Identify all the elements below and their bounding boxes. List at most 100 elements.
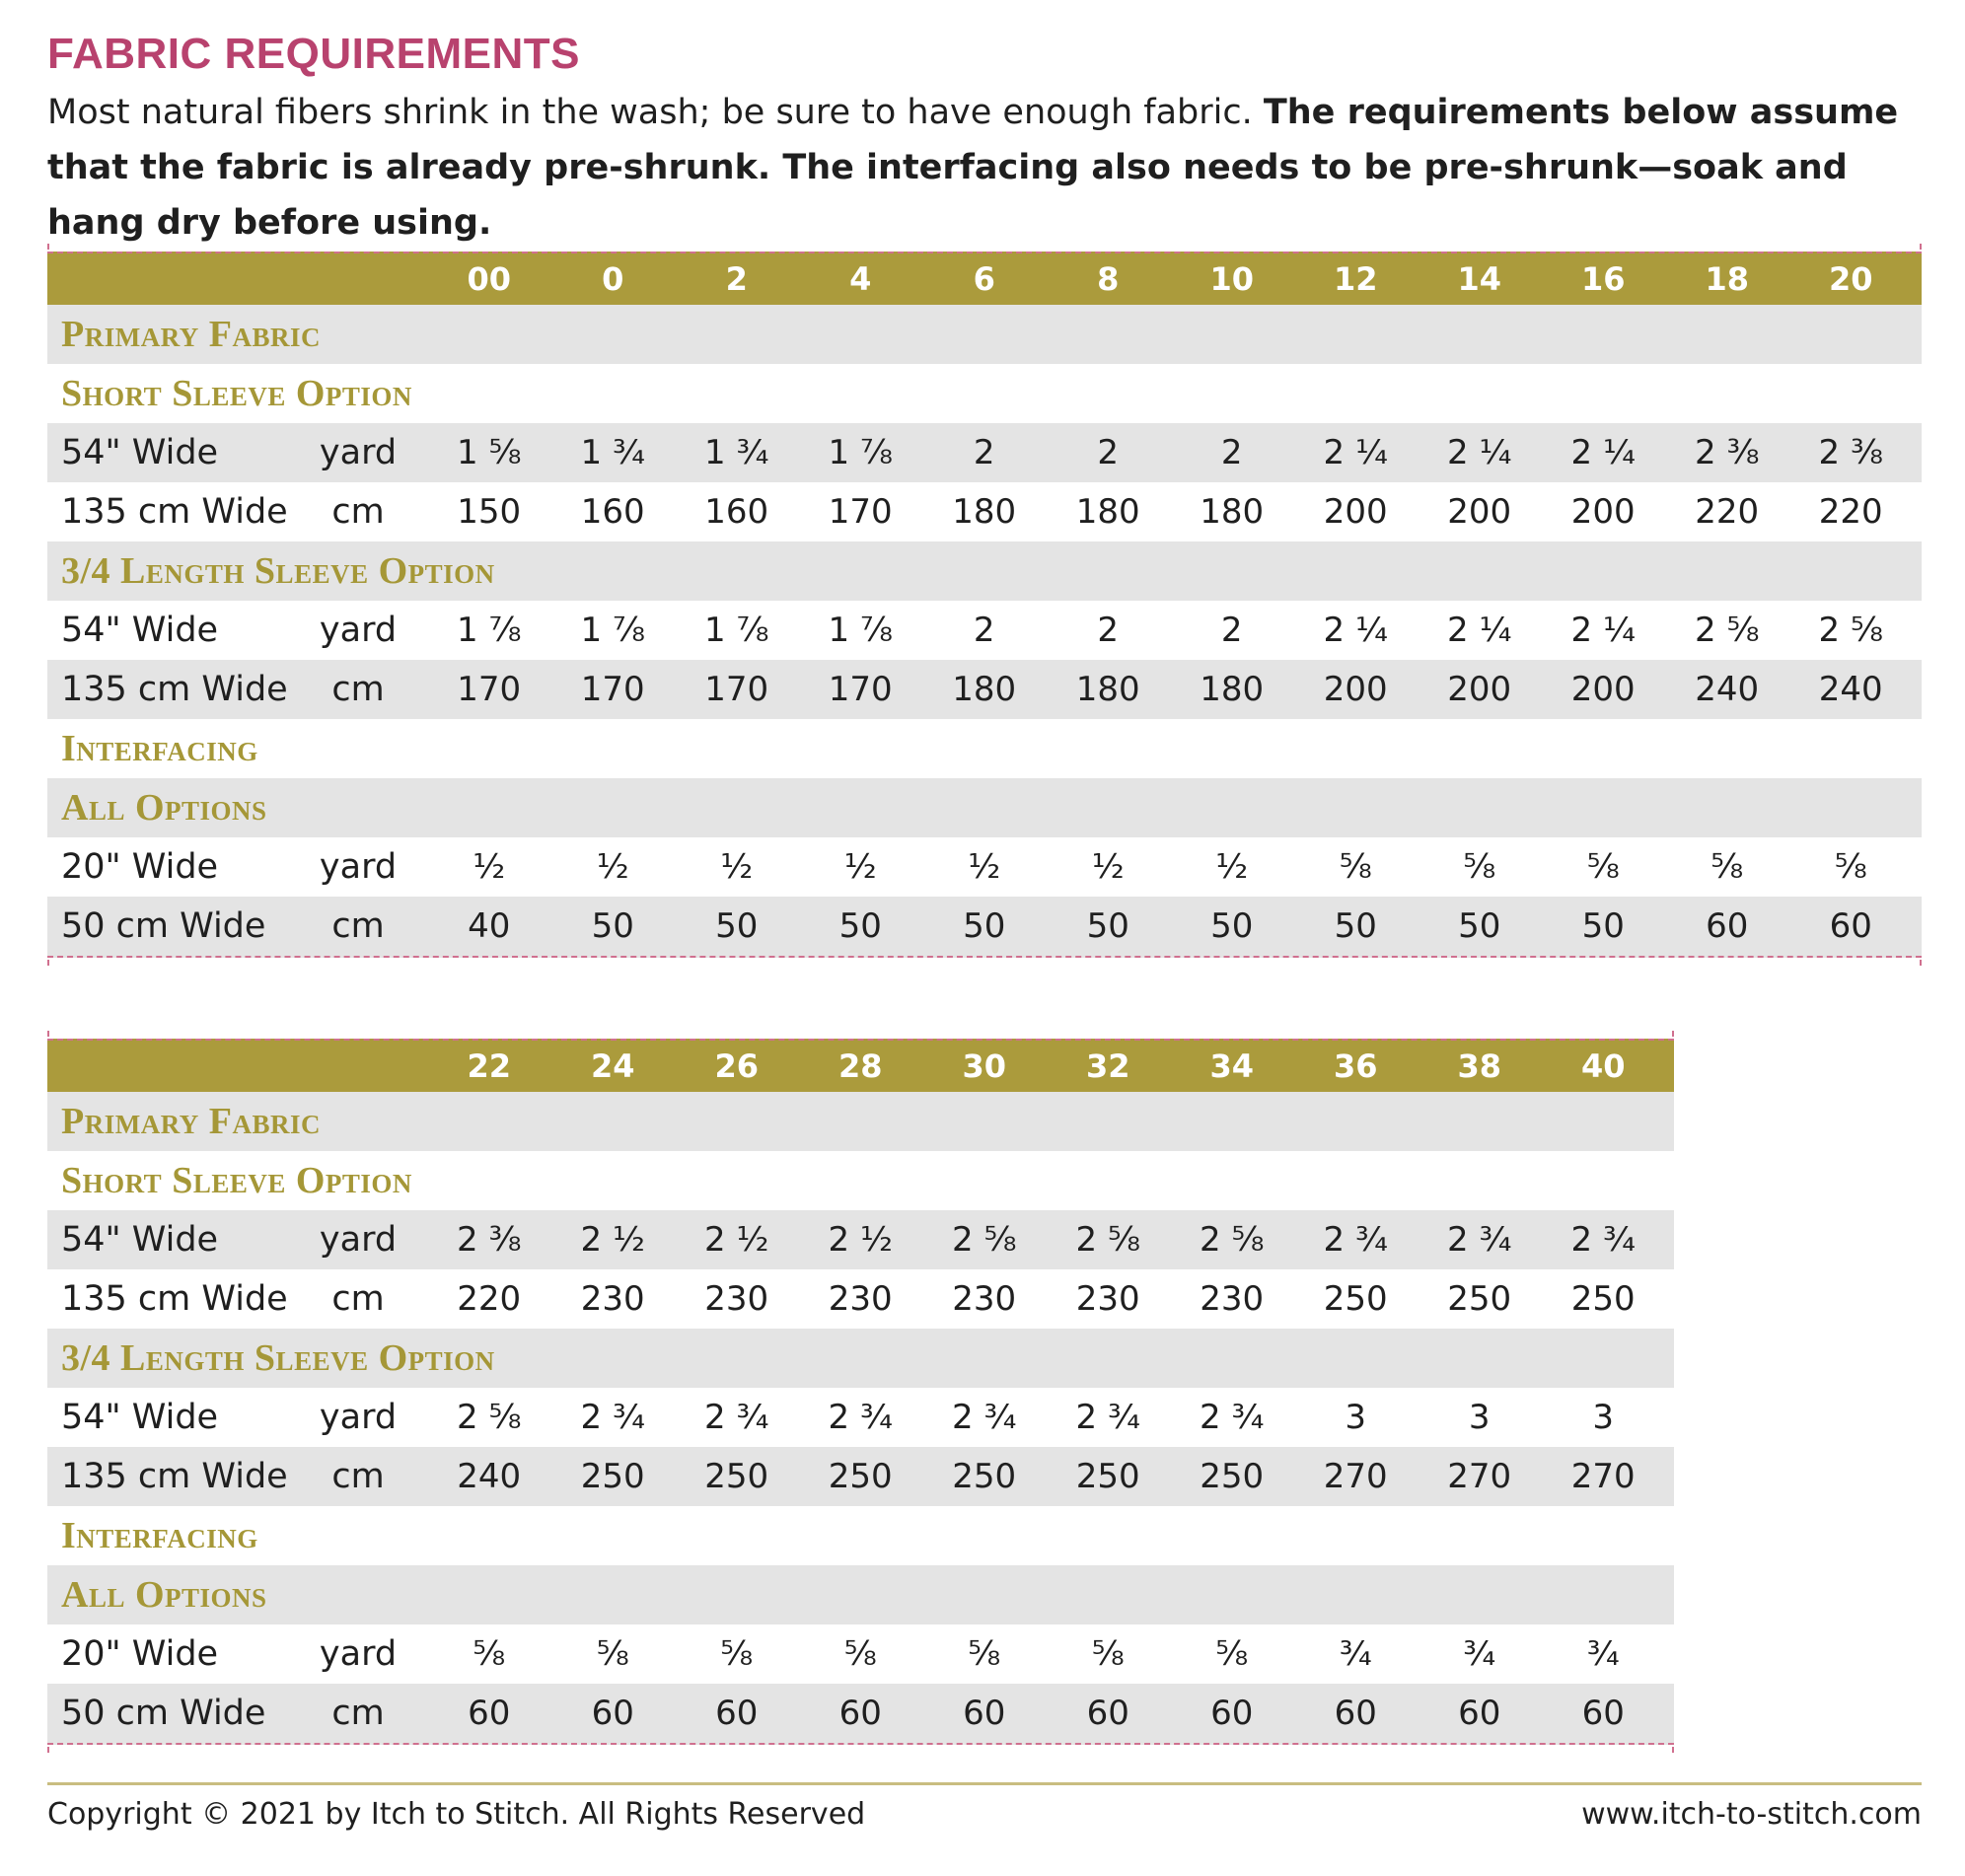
size-header-cell: 8: [1097, 260, 1120, 298]
value-cell: ⅝: [1463, 847, 1496, 887]
value-cell: 180: [1075, 670, 1140, 709]
all-options-heading-label: All Options: [61, 787, 267, 829]
table-row: 50 cm Wide cm 40 50 50 50 50 50 50 50 50 50 60 60: [47, 897, 1922, 958]
size-header-cell: 18: [1705, 260, 1750, 298]
fabric-table-2: 22 24 26 28 30 32 34 36 38 40 Primary Fabric Short …: [47, 1031, 1674, 1753]
row-unit: cm: [331, 906, 385, 946]
value-cell: 2 ¾: [828, 1398, 893, 1437]
value-cell: 170: [828, 670, 893, 709]
value-cell: 60: [1210, 1694, 1254, 1733]
value-cell: 1 ¾: [580, 433, 645, 472]
value-cell: 60: [1829, 906, 1872, 946]
value-cell: ⅝: [1339, 847, 1372, 887]
value-cell: 240: [1695, 670, 1760, 709]
value-cell: 2 ¾: [1075, 1398, 1140, 1437]
value-cell: 170: [828, 492, 893, 532]
value-cell: 240: [457, 1457, 522, 1496]
value-cell: 2 ⅝: [1075, 1220, 1140, 1260]
value-cell: 2 ¼: [1447, 611, 1512, 650]
value-cell: 270: [1323, 1457, 1388, 1496]
value-cell: 60: [1706, 906, 1749, 946]
short-sleeve-heading: Short Sleeve Option: [47, 364, 1922, 423]
three-quarter-sleeve-heading-label: 3/4 Length Sleeve Option: [61, 550, 495, 592]
intro-normal: Most natural fibers shrink in the wash; …: [47, 93, 1264, 132]
value-cell: 180: [952, 670, 1017, 709]
short-sleeve-heading-label: Short Sleeve Option: [61, 373, 412, 414]
size-header-cell: 16: [1580, 260, 1626, 298]
primary-fabric-heading: Primary Fabric: [47, 305, 1922, 364]
value-cell: 50: [1581, 906, 1625, 946]
value-cell: 2 ⅝: [952, 1220, 1017, 1260]
value-cell: 2 ¾: [1570, 1220, 1636, 1260]
value-cell: 170: [580, 670, 645, 709]
value-cell: ½: [1091, 847, 1125, 887]
value-cell: 50: [715, 906, 759, 946]
size-header-cell: 10: [1209, 260, 1255, 298]
value-cell: 150: [457, 492, 522, 532]
page-title: FABRIC REQUIREMENTS: [47, 30, 580, 78]
value-cell: 2 ¾: [1447, 1220, 1512, 1260]
short-sleeve-heading: Short Sleeve Option: [47, 1151, 1674, 1210]
size-header-cell: 14: [1457, 260, 1502, 298]
value-cell: 230: [952, 1279, 1017, 1319]
value-cell: 230: [1075, 1279, 1140, 1319]
row-unit: yard: [319, 611, 398, 650]
all-options-heading: All Options: [47, 778, 1922, 837]
size-header-cell: 34: [1209, 1047, 1255, 1085]
value-cell: 200: [1570, 670, 1636, 709]
size-header-cell: 12: [1333, 260, 1378, 298]
row-label: 20" Wide: [61, 1634, 219, 1674]
primary-fabric-heading: Primary Fabric: [47, 1092, 1674, 1151]
value-cell: 2 ⅝: [1818, 611, 1883, 650]
value-cell: 2 ½: [704, 1220, 769, 1260]
value-cell: 60: [1334, 1694, 1377, 1733]
size-header-cell: 20: [1828, 260, 1873, 298]
value-cell: 230: [1200, 1279, 1265, 1319]
table-row: 135 cm Wide cm 220 230 230 230 230 230 230 250 250…: [47, 1269, 1674, 1329]
value-cell: 2 ¾: [1200, 1398, 1265, 1437]
size-header-cell: 38: [1457, 1047, 1502, 1085]
table-row: 54" Wide yard 1 ⅞ 1 ⅞ 1 ⅞ 1 ⅞ 2 2 2 2 ¼ 2 ¼ 2 ¼ 2 ⅝ 2…: [47, 601, 1922, 660]
value-cell: 250: [952, 1457, 1017, 1496]
value-cell: 60: [963, 1694, 1006, 1733]
size-header-cell: 36: [1333, 1047, 1378, 1085]
row-unit: cm: [331, 670, 385, 709]
value-cell: 200: [1570, 492, 1636, 532]
row-label: 135 cm Wide: [61, 1457, 288, 1496]
value-cell: 230: [828, 1279, 893, 1319]
value-cell: ¾: [1463, 1634, 1496, 1674]
size-header-cell: 00: [467, 260, 512, 298]
value-cell: 160: [704, 492, 769, 532]
value-cell: 60: [591, 1694, 634, 1733]
website-link[interactable]: www.itch-to-stitch.com: [1581, 1797, 1922, 1832]
intro-bold: The requirements below assume that the f…: [47, 93, 1899, 243]
value-cell: ½: [968, 847, 1001, 887]
value-cell: 230: [704, 1279, 769, 1319]
value-cell: 220: [457, 1279, 522, 1319]
value-cell: 270: [1447, 1457, 1512, 1496]
value-cell: 60: [838, 1694, 882, 1733]
value-cell: 1 ⅞: [580, 611, 645, 650]
all-options-heading: All Options: [47, 1565, 1674, 1624]
size-header-cell: 26: [714, 1047, 760, 1085]
value-cell: 40: [468, 906, 511, 946]
value-cell: 270: [1570, 1457, 1636, 1496]
footer-divider: [47, 1782, 1922, 1785]
intro-text: Most natural fibers shrink in the wash; …: [47, 85, 1941, 251]
value-cell: 180: [1200, 670, 1265, 709]
table-row: 50 cm Wide cm 60 60 60 60 60 60 60 60 60 60: [47, 1684, 1674, 1745]
size-header-cell: 22: [467, 1047, 512, 1085]
value-cell: 60: [715, 1694, 759, 1733]
value-cell: ½: [596, 847, 629, 887]
size-header-cell: 0: [602, 260, 624, 298]
value-cell: 2: [973, 611, 995, 650]
row-unit: yard: [319, 847, 398, 887]
row-unit: yard: [319, 433, 398, 472]
value-cell: ⅝: [1710, 847, 1744, 887]
size-header-cell: 28: [837, 1047, 883, 1085]
size-header-cell: 32: [1085, 1047, 1130, 1085]
value-cell: 2 ¼: [1447, 433, 1512, 472]
three-quarter-sleeve-heading-label: 3/4 Length Sleeve Option: [61, 1337, 495, 1379]
size-header-cell: 40: [1580, 1047, 1626, 1085]
three-quarter-sleeve-heading: 3/4 Length Sleeve Option: [47, 541, 1922, 601]
